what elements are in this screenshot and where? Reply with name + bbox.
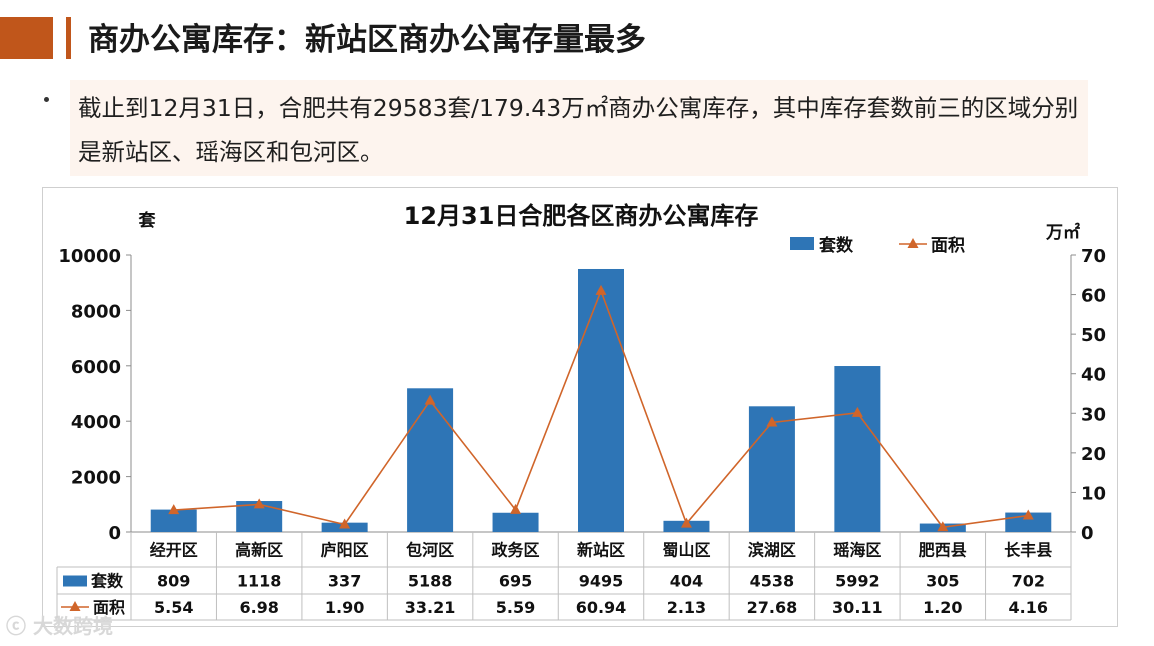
table-cell-units: 337: [328, 572, 361, 591]
slide-title: 商办公寓库存：新站区商办公寓存量最多: [88, 22, 646, 58]
x-tick-label: 经开区: [150, 541, 198, 560]
watermark-logo-icon: ⓒ: [6, 614, 26, 638]
table-cell-area: 4.16: [1009, 598, 1048, 617]
table-cell-area: 27.68: [747, 598, 798, 617]
y-right-tick-label: 10: [1081, 483, 1106, 504]
line-point-政务区: [510, 503, 522, 514]
title-accent-line: [66, 17, 71, 59]
y-right-tick-label: 20: [1081, 444, 1106, 465]
bar-经开区: [150, 509, 197, 532]
x-tick-label: 瑶海区: [833, 541, 881, 560]
line-point-经开区: [168, 504, 180, 515]
table-cell-area: 1.20: [923, 598, 962, 617]
line-point-庐阳区: [339, 518, 351, 529]
legend-bar-swatch: [790, 237, 814, 250]
watermark: ⓒ 大数跨境: [6, 610, 113, 639]
table-cell-units: 305: [926, 572, 959, 591]
line-point-滨湖区: [766, 416, 778, 427]
bar-新站区: [578, 268, 624, 532]
table-cell-area: 30.11: [832, 598, 883, 617]
table-cell-units: 404: [670, 572, 703, 591]
table-row-header-area: 面积: [93, 598, 125, 617]
y-left-tick-label: 2000: [71, 468, 121, 489]
table-cell-area: 5.59: [496, 598, 535, 617]
x-tick-label: 庐阳区: [321, 541, 369, 560]
bar-包河区: [407, 388, 454, 532]
table-cell-area: 60.94: [576, 598, 627, 617]
table-row-header-units: 套数: [90, 572, 124, 591]
legend-bar-label: 套数: [818, 235, 854, 256]
y-right-tick-label: 60: [1081, 286, 1106, 307]
legend-line-label: 面积: [931, 236, 965, 256]
table-cell-area: 6.98: [239, 598, 278, 617]
y-left-tick-label: 10000: [58, 246, 121, 267]
table-cell-area: 1.90: [325, 598, 364, 617]
bar-滨湖区: [748, 406, 795, 532]
bullet-text: 截止到12月31日，合肥共有29583套/179.43万㎡商办公寓库存，其中库存…: [78, 94, 1079, 166]
table-line-marker: [69, 601, 81, 611]
table-cell-units: 5188: [408, 572, 453, 591]
line-point-瑶海区: [851, 406, 863, 417]
x-tick-label: 政务区: [492, 541, 540, 560]
chart-title: 12月31日合肥各区商办公寓库存: [404, 202, 759, 230]
line-point-包河区: [424, 394, 436, 405]
x-tick-label: 肥西县: [919, 541, 967, 560]
table-cell-units: 5992: [835, 572, 880, 591]
table-cell-area: 5.54: [154, 598, 193, 617]
table-cell-units: 4538: [750, 572, 795, 591]
table-cell-units: 9495: [579, 572, 624, 591]
x-tick-label: 滨湖区: [748, 541, 796, 560]
chart-frame: 12月31日合肥各区商办公寓库存 套万㎡ 0 2000 4000 6000 8000 1000…: [42, 187, 1118, 627]
table-cell-units: 809: [157, 572, 190, 591]
y-left-tick-label: 6000: [71, 357, 121, 378]
x-tick-label: 高新区: [235, 541, 283, 560]
bar-瑶海区: [834, 366, 881, 532]
y-left-tick-label: 8000: [71, 301, 121, 322]
y-right-tick-label: 0: [1081, 523, 1094, 544]
line-point-长丰县: [1022, 509, 1034, 520]
table-cell-area: 33.21: [405, 598, 456, 617]
line-point-蜀山区: [680, 517, 692, 528]
y-right-tick-label: 30: [1081, 404, 1106, 425]
y-axis-left-label: 套: [138, 210, 157, 231]
watermark-text: 大数跨境: [32, 614, 113, 638]
table-bar-swatch: [63, 575, 87, 587]
table-cell-units: 702: [1012, 572, 1045, 591]
legend-line-marker: [907, 238, 919, 248]
bullet-background: [70, 80, 1088, 176]
x-tick-label: 蜀山区: [662, 541, 710, 560]
line-point-肥西县: [937, 521, 949, 532]
line-point-高新区: [253, 498, 265, 509]
table-cell-units: 695: [499, 572, 532, 591]
bar-政务区: [492, 512, 539, 532]
y-right-tick-label: 50: [1081, 325, 1106, 346]
y-left-tick-label: 0: [108, 523, 121, 544]
y-left-tick-label: 4000: [71, 412, 121, 433]
x-tick-label: 长丰县: [1004, 541, 1052, 560]
y-right-tick-label: 70: [1081, 246, 1106, 267]
y-axis-right-label: 万㎡: [1045, 222, 1080, 243]
title-accent-bar: [0, 17, 53, 59]
x-tick-label: 新站区: [577, 541, 625, 560]
x-tick-label: 包河区: [406, 541, 454, 560]
table-cell-area: 2.13: [667, 598, 706, 617]
table-cell-units: 1118: [237, 572, 282, 591]
y-right-tick-label: 40: [1081, 365, 1106, 386]
bullet-dot-icon: [44, 97, 49, 102]
line-point-新站区: [595, 284, 607, 295]
